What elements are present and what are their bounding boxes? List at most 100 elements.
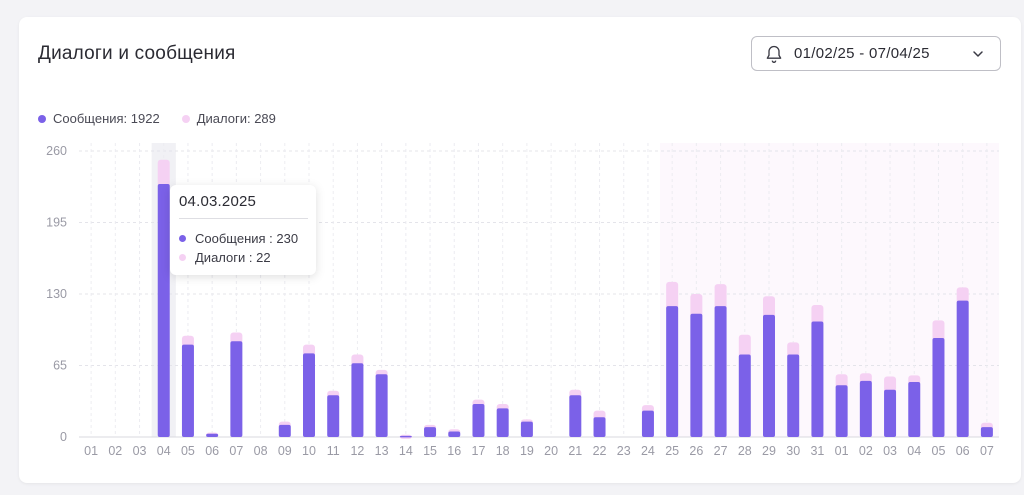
bar-messages <box>714 306 727 437</box>
x-tick-label: 04 <box>907 444 921 458</box>
tooltip-date: 04.03.2025 <box>179 193 257 210</box>
x-tick-label: 18 <box>496 444 510 458</box>
y-tick-label: 65 <box>53 359 67 373</box>
bar-messages <box>666 306 679 437</box>
bar-messages <box>932 338 945 437</box>
y-tick-label: 130 <box>46 287 67 301</box>
x-tick-label: 16 <box>447 444 461 458</box>
bar-dialogs <box>763 296 775 318</box>
x-tick-label: 03 <box>133 444 147 458</box>
bar-dialogs <box>738 334 751 358</box>
x-tick-label: 05 <box>932 444 946 458</box>
bar-messages <box>351 363 364 437</box>
bar-dialogs <box>835 374 848 389</box>
bar-messages <box>206 433 219 437</box>
bar-messages <box>496 408 509 437</box>
bar-messages <box>763 314 775 437</box>
bar-dialogs <box>690 294 703 317</box>
date-range-picker[interactable]: 01/02/25 - 07/04/25 <box>751 36 1001 71</box>
bar-dialogs <box>884 376 897 393</box>
bar-messages <box>908 382 921 437</box>
bar-messages <box>327 395 340 437</box>
bar-dialogs <box>666 281 679 310</box>
tooltip-row-messages: Сообщения : 230 <box>179 231 298 246</box>
chart-tooltip: 04.03.2025 Сообщения : 230 Диалоги : 22 <box>170 185 316 275</box>
tooltip-row-dialogs: Диалоги : 22 <box>179 250 271 265</box>
x-tick-label: 02 <box>108 444 122 458</box>
x-tick-label: 12 <box>350 444 364 458</box>
x-tick-label: 20 <box>544 444 558 458</box>
x-tick-label: 03 <box>883 444 897 458</box>
y-tick-label: 195 <box>46 216 67 230</box>
x-tick-label: 09 <box>278 444 292 458</box>
x-tick-label: 10 <box>302 444 316 458</box>
x-tick-label: 17 <box>472 444 486 458</box>
bar-messages <box>980 427 993 437</box>
bar-messages <box>690 313 703 437</box>
x-tick-label: 13 <box>375 444 389 458</box>
x-tick-label: 06 <box>956 444 970 458</box>
legend-dot-dialogs <box>181 114 190 123</box>
x-tick-label: 06 <box>205 444 219 458</box>
legend-label-dialogs: Диалоги: 289 <box>196 111 276 126</box>
bar-messages <box>738 354 751 437</box>
x-tick-label: 02 <box>859 444 873 458</box>
card-title: Диалоги и сообщения <box>38 43 236 64</box>
bar-dialogs <box>811 305 824 325</box>
bar-messages <box>472 404 485 437</box>
bar-messages <box>811 321 824 437</box>
chevron-down-icon[interactable] <box>972 48 984 60</box>
bar-messages <box>641 410 654 437</box>
x-tick-label: 01 <box>835 444 849 458</box>
x-tick-label: 30 <box>786 444 800 458</box>
x-tick-label: 26 <box>689 444 703 458</box>
bar-messages <box>303 353 315 437</box>
bar-messages <box>375 374 388 437</box>
x-tick-label: 11 <box>327 444 340 458</box>
x-tick-label: 19 <box>520 444 534 458</box>
bar-messages <box>569 395 582 437</box>
legend-item-dialogs[interactable]: Диалоги: 289 <box>181 111 276 126</box>
tooltip-dot-dialogs <box>179 254 186 261</box>
bar-messages <box>181 344 194 437</box>
bar-messages <box>787 354 800 437</box>
bar-dialogs <box>932 320 945 341</box>
bar-messages <box>956 300 969 437</box>
tooltip-dot-messages <box>179 235 186 242</box>
bar-messages <box>230 341 243 437</box>
chart-card: Диалоги и сообщения 01/02/25 - 07/04/25 … <box>19 17 1021 483</box>
bar-messages <box>520 421 533 437</box>
y-tick-label: 0 <box>60 430 67 444</box>
bar-dialogs <box>956 287 969 304</box>
x-tick-label: 22 <box>593 444 607 458</box>
legend-item-messages[interactable]: Сообщения: 1922 <box>38 111 160 126</box>
bar-messages <box>448 431 461 437</box>
x-tick-label: 15 <box>423 444 437 458</box>
bar-messages <box>399 435 412 438</box>
bar-dialogs <box>787 342 800 358</box>
bar-messages <box>278 424 291 437</box>
date-range-value: 01/02/25 - 07/04/25 <box>794 45 930 62</box>
legend-dot-messages <box>38 114 46 123</box>
x-tick-label: 08 <box>254 444 268 458</box>
x-tick-label: 23 <box>617 444 631 458</box>
x-tick-label: 07 <box>980 444 994 458</box>
x-tick-label: 29 <box>762 444 776 458</box>
x-tick-label: 25 <box>665 444 679 458</box>
x-tick-label: 07 <box>229 444 243 458</box>
x-tick-label: 31 <box>810 444 824 458</box>
x-tick-label: 28 <box>738 444 752 458</box>
x-tick-label: 05 <box>181 444 195 458</box>
x-tick-label: 14 <box>399 444 413 458</box>
tooltip-label-messages: Сообщения : 230 <box>195 231 299 246</box>
bar-messages <box>835 385 848 437</box>
chart-legend: Сообщения: 1922 Диалоги: 289 <box>38 111 276 126</box>
bar-messages <box>884 389 897 437</box>
x-tick-label: 27 <box>714 444 728 458</box>
x-tick-label: 01 <box>84 444 98 458</box>
x-tick-label: 21 <box>568 444 582 458</box>
bar-dialogs <box>714 284 727 310</box>
tooltip-divider <box>179 218 308 219</box>
bar-messages <box>157 184 170 437</box>
bar-dialogs <box>157 159 170 187</box>
